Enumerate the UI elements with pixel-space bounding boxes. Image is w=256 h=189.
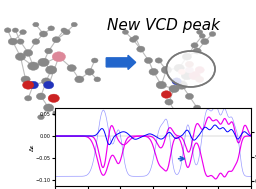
Circle shape [166, 51, 215, 87]
Circle shape [156, 81, 166, 89]
FancyArrow shape [106, 55, 136, 69]
Circle shape [185, 67, 194, 73]
Circle shape [169, 85, 179, 93]
Circle shape [144, 57, 153, 64]
Circle shape [122, 30, 129, 34]
Circle shape [17, 39, 24, 44]
Circle shape [67, 65, 76, 71]
Circle shape [91, 58, 98, 63]
Circle shape [28, 81, 38, 89]
Circle shape [23, 81, 34, 89]
Circle shape [28, 62, 39, 70]
Circle shape [195, 67, 204, 73]
Circle shape [182, 53, 191, 60]
Circle shape [173, 111, 180, 116]
Circle shape [85, 68, 94, 75]
Circle shape [133, 36, 139, 40]
Circle shape [161, 91, 172, 98]
Circle shape [196, 76, 204, 82]
Circle shape [12, 28, 18, 33]
Circle shape [32, 39, 40, 44]
Circle shape [44, 81, 54, 89]
Circle shape [61, 28, 67, 33]
Circle shape [8, 38, 17, 45]
Circle shape [130, 37, 137, 42]
Circle shape [15, 53, 26, 60]
Circle shape [201, 39, 209, 45]
Circle shape [197, 30, 203, 34]
Circle shape [155, 58, 162, 63]
Circle shape [48, 26, 55, 31]
Circle shape [41, 78, 51, 85]
Circle shape [94, 77, 101, 82]
Circle shape [193, 48, 201, 54]
Circle shape [38, 115, 44, 120]
Circle shape [181, 71, 193, 80]
Circle shape [38, 58, 49, 67]
Circle shape [189, 71, 200, 80]
Circle shape [185, 93, 194, 99]
Circle shape [39, 31, 48, 37]
Circle shape [46, 66, 57, 74]
Circle shape [176, 81, 187, 89]
Circle shape [4, 28, 11, 33]
Circle shape [137, 46, 145, 52]
Circle shape [185, 61, 194, 67]
Circle shape [174, 64, 184, 72]
Y-axis label: Δε: Δε [29, 143, 35, 151]
Circle shape [178, 69, 185, 74]
Circle shape [199, 34, 205, 38]
Circle shape [149, 68, 158, 75]
Circle shape [172, 78, 181, 85]
Circle shape [24, 50, 33, 56]
Circle shape [52, 37, 60, 43]
Circle shape [53, 111, 60, 116]
Circle shape [165, 99, 173, 105]
Circle shape [75, 76, 84, 83]
Circle shape [25, 96, 32, 101]
Circle shape [52, 52, 66, 62]
Circle shape [191, 43, 198, 48]
Circle shape [194, 105, 201, 110]
Circle shape [21, 76, 30, 83]
Circle shape [161, 66, 172, 74]
Circle shape [63, 29, 70, 35]
Text: New VCD peak: New VCD peak [107, 18, 220, 33]
Circle shape [48, 94, 59, 102]
Circle shape [45, 48, 52, 54]
Circle shape [33, 22, 39, 27]
Circle shape [71, 22, 77, 27]
Circle shape [20, 30, 26, 35]
Circle shape [209, 32, 216, 36]
Circle shape [44, 104, 54, 112]
Circle shape [36, 93, 46, 100]
